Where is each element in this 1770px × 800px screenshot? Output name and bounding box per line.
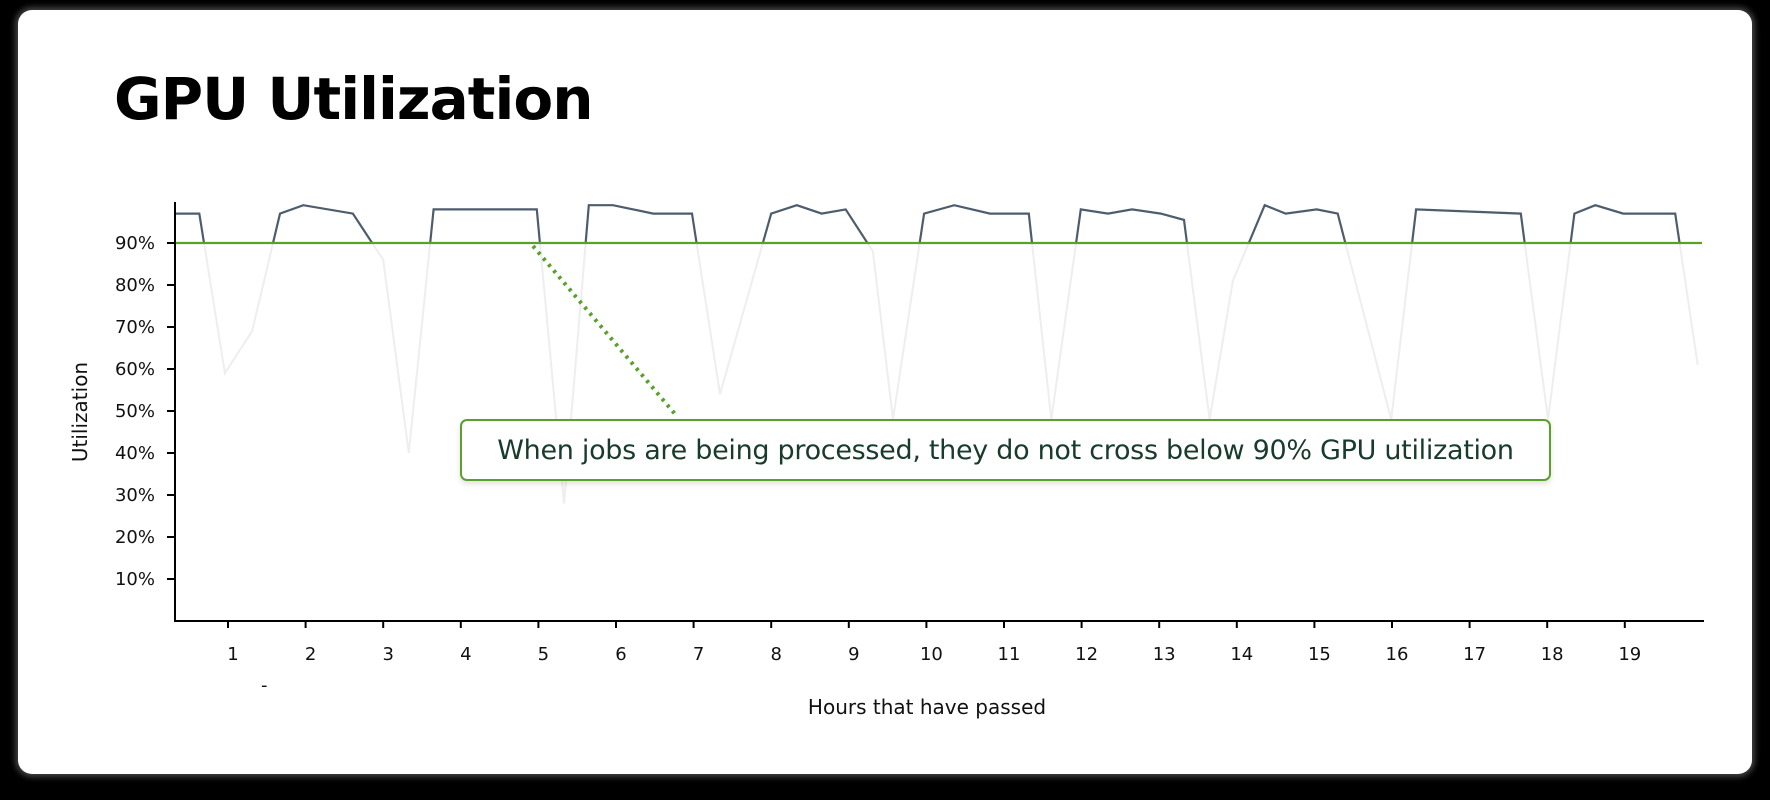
y-axis: 10% 20% 30% 40% 50% 60% 70% 80% 90% [115,202,176,622]
y-tick-label: 70% [115,317,155,338]
y-tick-label: 30% [115,485,155,506]
y-tick-label: 10% [115,569,155,590]
stray-dash-mark: - [261,675,268,696]
x-axis-title: Hours that have passed [808,695,1046,719]
y-tick-label: 60% [115,359,155,380]
x-tick-label: 15 [1308,644,1331,665]
x-tick-label: 19 [1618,644,1641,665]
x-tick-label: 5 [538,644,549,665]
y-tick-label: 80% [115,275,155,296]
x-tick-label: 16 [1386,644,1409,665]
x-tick-label: 18 [1541,644,1564,665]
x-tick-label: 3 [382,644,393,665]
chart-title: GPU Utilization [114,65,594,133]
y-tick-label: 20% [115,527,155,548]
y-axis-title: Utilization [68,362,92,462]
x-tick-label: 9 [848,644,859,665]
y-tick-label: 50% [115,401,155,422]
chart-card [18,10,1752,774]
y-tick-label: 40% [115,443,155,464]
x-axis: 1 2 3 4 5 6 7 8 9 10 11 12 13 14 15 16 17 18 19 [174,620,1704,665]
x-tick-label: 6 [615,644,626,665]
series-line-above-threshold [175,203,1681,243]
x-tick-label: 8 [770,644,781,665]
x-tick-label: 12 [1075,644,1098,665]
x-tick-label: 11 [998,644,1021,665]
x-tick-label: 10 [920,644,943,665]
y-tick-label: 90% [115,233,155,254]
annotation-text: When jobs are being processed, they do n… [497,434,1514,466]
series-line-below-threshold [203,243,1699,504]
annotation-callout: When jobs are being processed, they do n… [460,419,1551,481]
x-tick-label: 2 [305,644,316,665]
x-tick-label: 17 [1463,644,1486,665]
x-tick-label: 1 [227,644,238,665]
x-tick-label: 13 [1153,644,1176,665]
x-tick-label: 14 [1230,644,1253,665]
x-tick-label: 7 [693,644,704,665]
x-tick-label: 4 [460,644,471,665]
